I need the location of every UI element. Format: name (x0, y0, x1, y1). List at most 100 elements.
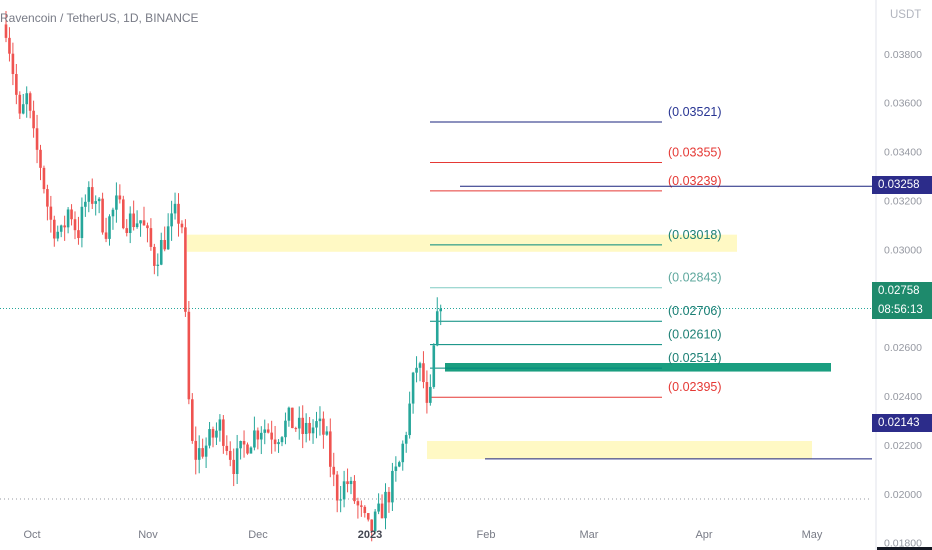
x-tick-label: 2023 (358, 529, 382, 541)
candle-body (215, 430, 218, 438)
candle-body (63, 225, 66, 228)
candle-body (146, 225, 149, 229)
candle-body (177, 203, 180, 224)
level-label: (0.02610) (668, 328, 722, 342)
candle-body (384, 491, 387, 519)
candle-body (363, 506, 367, 514)
candle-body (59, 225, 63, 232)
candle-body (142, 220, 146, 226)
candle-body (432, 345, 436, 387)
candle-body (11, 53, 15, 75)
candle-body (222, 419, 225, 446)
candle-body (287, 407, 291, 421)
candle-body (211, 429, 215, 438)
candle-body (111, 209, 115, 217)
candle-body (128, 213, 132, 233)
candle-body (411, 372, 415, 404)
candle-body (125, 228, 129, 233)
candle-body (297, 417, 301, 429)
teal-entry-zone (445, 363, 831, 372)
candle-body (342, 481, 346, 500)
candle-body (380, 503, 384, 519)
candle-body (135, 223, 139, 228)
candle-body (101, 198, 104, 233)
candle-body (387, 491, 391, 503)
candle-body (294, 428, 298, 430)
x-tick-label: Feb (477, 529, 496, 541)
candle-body (394, 466, 398, 471)
candle-body (87, 187, 91, 202)
price-axis-group: 0.038000.036000.034000.032000.030000.028… (23, 0, 922, 550)
candle-body (4, 24, 8, 38)
candle-body (360, 505, 363, 507)
candle-body (398, 462, 401, 467)
lower-demand-zone (427, 440, 812, 460)
candle-body (356, 501, 360, 506)
candle-body (184, 227, 187, 312)
candle-body (304, 422, 308, 434)
candle-body (284, 420, 287, 438)
candle-body (97, 198, 101, 202)
x-tick-label: Oct (23, 529, 40, 541)
candle-body (194, 440, 198, 460)
candle-body (225, 445, 229, 451)
candle-body (366, 513, 370, 520)
candle-body (429, 386, 432, 403)
chart-title: Ravencoin / TetherUS, 1D, BINANCE (0, 11, 199, 25)
zones-group (187, 234, 831, 460)
candle-body (260, 432, 263, 440)
candle-body (418, 363, 422, 368)
level-label: (0.02514) (668, 351, 722, 365)
candle-body (197, 448, 201, 460)
y-tick-label: 0.02600 (884, 342, 922, 354)
candle-body (232, 459, 235, 475)
level-label: (0.02395) (668, 380, 722, 394)
candle-body (239, 441, 242, 449)
candle-body (256, 430, 260, 440)
candle-body (163, 239, 166, 250)
candle-body (349, 480, 353, 485)
candle-body (28, 93, 32, 111)
candle-body (273, 439, 277, 445)
candle-body (118, 195, 122, 200)
x-tick-label: Mar (580, 529, 599, 541)
candle-body (415, 367, 418, 373)
candle-body (311, 427, 315, 434)
candle-body (439, 308, 442, 312)
candle-body (242, 441, 246, 445)
y-tick-label: 0.03600 (884, 98, 922, 110)
candle-body (149, 228, 153, 247)
candle-body (42, 167, 46, 190)
level-label: (0.02706) (668, 304, 722, 318)
candle-body (270, 432, 273, 440)
candle-body (73, 219, 77, 231)
candles-group (4, 10, 442, 542)
x-tick-label: Dec (248, 529, 268, 541)
candle-body (94, 201, 97, 204)
candle-body (308, 422, 311, 434)
y-tick-label: 0.03200 (884, 195, 922, 207)
candle-body (53, 219, 56, 239)
y-tick-label: 0.02200 (884, 440, 922, 452)
x-tick-label: May (802, 529, 823, 541)
candle-body (339, 499, 342, 501)
y-tick-label: 0.02400 (884, 391, 922, 403)
candle-body (370, 519, 373, 532)
candle-body (153, 246, 156, 266)
candle-body (49, 206, 53, 220)
footer-bar (877, 547, 932, 550)
candle-body (170, 213, 173, 227)
candle-body (208, 429, 211, 446)
y-tick-label: 0.02000 (884, 489, 922, 501)
x-tick-label: Nov (138, 529, 158, 541)
level-label: (0.03521) (668, 105, 722, 119)
candle-body (108, 216, 111, 239)
candle-body (404, 435, 408, 444)
candle-body (8, 37, 11, 54)
candle-body (191, 399, 194, 441)
candle-body (21, 104, 25, 114)
candle-body (301, 417, 304, 434)
candle-body (235, 448, 239, 475)
